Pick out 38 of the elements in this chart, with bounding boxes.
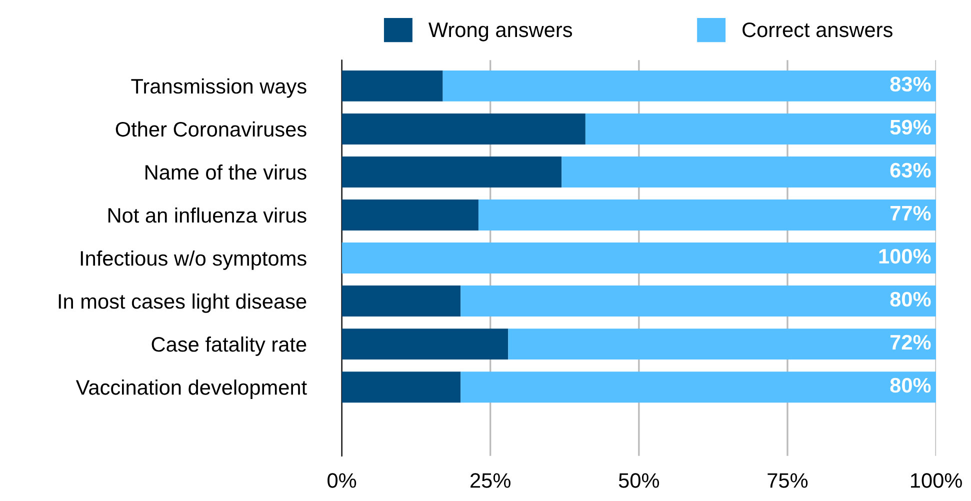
data-label: 63% — [890, 162, 931, 178]
bar — [442, 70, 936, 102]
y-tick-label: Other Coronaviruses — [116, 121, 306, 137]
bar — [460, 372, 936, 403]
bar — [342, 200, 478, 230]
x-tick-label: 75% — [768, 473, 808, 488]
legend-label: Correct answers — [742, 22, 892, 38]
x-tick-label: 25% — [470, 473, 510, 488]
bar — [342, 70, 443, 102]
bar — [460, 286, 936, 317]
y-tick-label: Infectious w/o symptoms — [80, 250, 306, 270]
data-label: 83% — [890, 76, 931, 92]
x-tick-label: 50% — [618, 473, 660, 488]
bar — [342, 328, 508, 360]
bar — [342, 113, 586, 144]
y-tick-label: Name of the virus — [146, 164, 306, 180]
y-tick-label: Case fatality rate — [152, 336, 306, 356]
data-label: 72% — [890, 334, 931, 350]
legend-label: Wrong answers — [428, 22, 572, 42]
bar — [585, 113, 936, 144]
x-tick-label: 0% — [328, 473, 356, 488]
bar — [342, 156, 562, 188]
y-tick-label: Transmission ways — [131, 78, 306, 98]
bar — [508, 328, 936, 360]
data-label: 77% — [890, 206, 931, 221]
data-label: 59% — [890, 120, 931, 135]
y-tick-label: Vaccination development — [76, 380, 307, 399]
bar — [342, 286, 461, 317]
bar — [562, 156, 936, 188]
y-tick-label: Not an influenza virus — [108, 207, 306, 223]
bar — [342, 372, 461, 403]
data-label: 80% — [890, 378, 931, 393]
y-tick-label: In most cases light disease — [58, 293, 306, 313]
bar — [478, 200, 936, 230]
data-label: 100% — [879, 248, 931, 264]
x-tick-label: 100% — [910, 473, 962, 488]
bar — [342, 242, 936, 274]
data-label: 80% — [890, 292, 931, 307]
